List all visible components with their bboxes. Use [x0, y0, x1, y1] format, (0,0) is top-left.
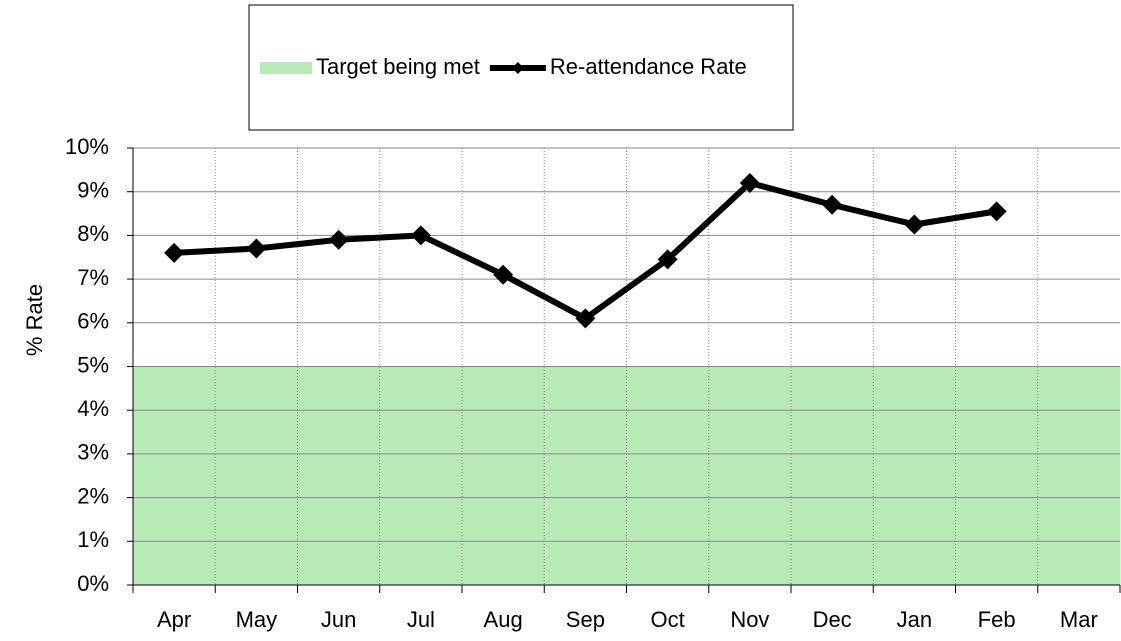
x-tick-label: Sep — [566, 607, 605, 632]
rate-marker — [328, 229, 349, 250]
x-tick-label: Aug — [484, 607, 523, 632]
y-tick-label: 0% — [77, 571, 109, 596]
y-tick-label: 1% — [77, 527, 109, 552]
rate-marker — [493, 264, 514, 285]
rate-marker — [657, 249, 678, 270]
y-tick-label: 5% — [77, 352, 109, 377]
y-tick-label: 2% — [77, 483, 109, 508]
rate-marker — [164, 242, 185, 263]
y-tick-label: 3% — [77, 440, 109, 465]
x-tick-label: May — [236, 607, 278, 632]
target-area — [708, 366, 792, 585]
target-area — [626, 366, 710, 585]
x-tick-label: Jan — [897, 607, 932, 632]
legend-label: Target being met — [316, 54, 480, 79]
x-tick-label: Nov — [730, 607, 769, 632]
x-tick-label: Mar — [1060, 607, 1098, 632]
y-tick-label: 7% — [77, 265, 109, 290]
rate-marker — [575, 308, 596, 329]
target-area — [297, 366, 381, 585]
legend-marker — [511, 62, 524, 74]
target-area — [379, 366, 463, 585]
x-tick-label: Oct — [651, 607, 685, 632]
rate-marker — [246, 238, 267, 259]
legend-label: Re-attendance Rate — [550, 54, 747, 79]
rate-marker — [410, 225, 431, 246]
rate-marker — [986, 201, 1007, 222]
x-tick-label: Feb — [978, 607, 1016, 632]
legend-swatch — [260, 62, 312, 74]
y-tick-label: 4% — [77, 396, 109, 421]
y-axis-label: % Rate — [22, 284, 47, 356]
x-tick-label: Jun — [321, 607, 356, 632]
x-tick-label: Apr — [157, 607, 191, 632]
y-tick-label: 10% — [65, 134, 109, 159]
target-area — [955, 366, 1039, 585]
target-area — [133, 366, 216, 585]
rate-marker — [739, 172, 760, 193]
target-area — [1037, 366, 1121, 585]
target-area — [873, 366, 956, 585]
target-area — [462, 366, 545, 585]
y-tick-label: 8% — [77, 221, 109, 246]
rate-marker — [904, 214, 925, 235]
target-area — [791, 366, 874, 585]
target-area — [544, 366, 627, 585]
rate-marker — [822, 194, 843, 215]
target-area — [215, 366, 298, 585]
x-tick-label: Dec — [813, 607, 852, 632]
x-tick-label: Jul — [407, 607, 435, 632]
y-tick-label: 9% — [77, 178, 109, 203]
y-tick-label: 6% — [77, 309, 109, 334]
